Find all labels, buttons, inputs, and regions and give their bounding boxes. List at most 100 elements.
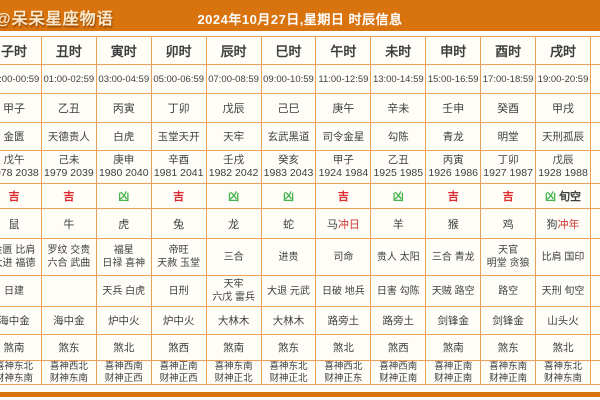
bad-line: 日建 xyxy=(3,285,24,297)
sha-cell-0: 煞南 xyxy=(0,334,42,361)
year-ganzhi: 壬戌 xyxy=(223,153,245,166)
zodiac-cell-11 xyxy=(589,208,600,239)
nayin-cell-8: 剑锋金 xyxy=(425,306,482,335)
time-text: 15:00-16:59 xyxy=(427,73,479,85)
time-text: 07:00-08:59 xyxy=(208,73,259,85)
luck-cell-3: 吉 xyxy=(150,183,207,209)
time-text: 01:00-02:59 xyxy=(43,73,95,85)
hour-cell-8: 申时 xyxy=(425,36,482,65)
luck-mark: 吉 xyxy=(8,191,20,203)
gods-cell-9: 喜神东南 财神正南 xyxy=(480,360,537,385)
ganzhi-text: 庚午 xyxy=(332,103,355,115)
bad-line: 天刑 旬空 xyxy=(541,285,585,297)
hour-cell-10: 戌时 xyxy=(535,36,591,65)
gods-cell-3: 喜神正南 财神正西 xyxy=(150,360,207,385)
hour-cell-4: 辰时 xyxy=(205,36,262,65)
gods-line: 喜神东北 xyxy=(269,361,308,373)
year-ganzhi: 庚申 xyxy=(113,153,135,166)
year-cell-0: 戊午1978 2038 xyxy=(0,150,42,184)
gods-line: 喜神西北 xyxy=(49,361,88,373)
ganzhi-text: 甲戌 xyxy=(552,103,575,115)
time-cell-8: 15:00-16:59 xyxy=(425,64,482,94)
good-line: 三合 xyxy=(223,251,244,263)
sha-cell-4: 煞南 xyxy=(205,334,262,361)
time-cell-3: 05:00-06:59 xyxy=(150,64,207,94)
time-text: 05:00-06:59 xyxy=(153,73,205,85)
gods-line: 财神正南 xyxy=(379,372,418,384)
star-text: 天牢 xyxy=(223,131,245,143)
gods-line: 财神正南 xyxy=(489,372,528,384)
sha-text: 煞东 xyxy=(277,342,299,354)
year-cell-3: 辛酉 1981 2041 xyxy=(150,150,207,184)
luck-cell-9: 吉 xyxy=(480,183,537,209)
zodiac-sign: 兔 xyxy=(173,218,185,231)
zodiac-sign: 牛 xyxy=(63,218,75,231)
zodiac-cell-4: 龙 xyxy=(205,208,262,239)
hour-cell-2: 寅时 xyxy=(95,36,152,65)
zodiac-sign: 狗 xyxy=(546,218,558,231)
time-cell-7: 13:00-14:59 xyxy=(370,64,427,94)
years: 1981 2041 xyxy=(153,167,204,179)
star-text: 玄武黑道 xyxy=(267,131,310,143)
year-cell-8: 丙寅 1926 1986 xyxy=(425,150,482,184)
zodiac-cell-6: 马冲日 xyxy=(315,208,372,239)
nayin-text: 路旁土 xyxy=(327,315,360,327)
luck-mark: 吉 xyxy=(63,191,75,203)
year-cell-1: 己未 1979 2039 xyxy=(40,150,97,184)
star-cell-11 xyxy=(589,122,600,151)
ganzhi-cell-6: 庚午 xyxy=(315,93,372,123)
bad-cell-4: 天牢 六戊 雷兵 xyxy=(205,275,262,307)
star-cell-2: 白虎 xyxy=(95,122,152,151)
hour-text: 戌时 xyxy=(550,44,577,59)
time-text: 17:00-18:59 xyxy=(482,73,534,85)
nayin-text: 山头火 xyxy=(547,315,579,327)
good-line: 大进 福德 xyxy=(0,258,36,269)
hour-text: 巳时 xyxy=(275,44,302,59)
time-cell-6: 11:00-12:59 xyxy=(315,64,372,94)
bad-line: 六戊 雷兵 xyxy=(212,292,255,303)
gods-line: 喜神西南 xyxy=(104,361,143,373)
good-line: 天官 xyxy=(498,245,519,256)
gods-cell-6: 喜神西北 财神正东 xyxy=(315,360,372,385)
gods-line: 财神东南 xyxy=(0,372,33,384)
good-cell-10: 比肩 国印 xyxy=(535,238,591,276)
nayin-text: 炉中火 xyxy=(108,315,140,327)
sha-text: 煞西 xyxy=(168,342,190,354)
luck-cell-7: 凶 xyxy=(370,183,427,209)
gods-cell-11 xyxy=(589,360,600,385)
bad-cell-8: 天贼 路空 xyxy=(425,275,482,307)
hour-text: 申时 xyxy=(440,44,467,59)
nayin-text: 炉中火 xyxy=(162,315,195,327)
sha-cell-2: 煞北 xyxy=(95,334,152,361)
gods-cell-4: 喜神东南 财神正北 xyxy=(205,360,262,385)
hour-text: 未时 xyxy=(385,44,412,59)
ganzhi-text: 甲子 xyxy=(2,103,25,115)
nayin-cell-3: 炉中火 xyxy=(150,306,207,335)
year-ganzhi: 癸亥 xyxy=(277,153,299,166)
star-cell-8: 青龙 xyxy=(425,122,482,151)
row-nayin: 海中金 海中金 炉中火 炉中火 大林木 大林木 路旁土 路旁土 剑锋金 剑锋金 山头火 xyxy=(0,306,600,335)
nayin-cell-2: 炉中火 xyxy=(95,306,152,335)
good-line: 贵人 太阳 xyxy=(376,251,420,263)
zodiac-sign: 猴 xyxy=(447,218,459,231)
star-cell-5: 玄武黑道 xyxy=(260,122,317,151)
hour-text: 卯时 xyxy=(165,44,192,59)
star-cell-0: 金匮 xyxy=(0,122,42,151)
row-time: 23:00-00:5901:00-02:5903:00-04:5905:00-0… xyxy=(0,64,600,94)
gods-line: 喜神西北 xyxy=(324,361,363,373)
luck-mark: 凶 xyxy=(228,191,240,203)
hour-text: 酉时 xyxy=(495,44,522,59)
ganzhi-cell-9: 癸酉 xyxy=(480,93,537,123)
good-line: 罗纹 交贵 xyxy=(47,245,91,256)
years: 1928 1988 xyxy=(538,167,588,179)
bad-cell-1 xyxy=(40,275,97,307)
gods-cell-2: 喜神西南 财神正西 xyxy=(95,360,152,385)
good-cell-4: 三合 xyxy=(205,238,262,276)
year-ganzhi: 乙丑 xyxy=(387,153,409,166)
ganzhi-cell-5: 己巳 xyxy=(260,93,317,123)
nayin-cell-11 xyxy=(589,306,600,335)
star-text: 天德贵人 xyxy=(47,131,90,143)
hour-cell-11 xyxy=(589,36,600,65)
ganzhi-cell-10: 甲戌 xyxy=(535,93,591,123)
